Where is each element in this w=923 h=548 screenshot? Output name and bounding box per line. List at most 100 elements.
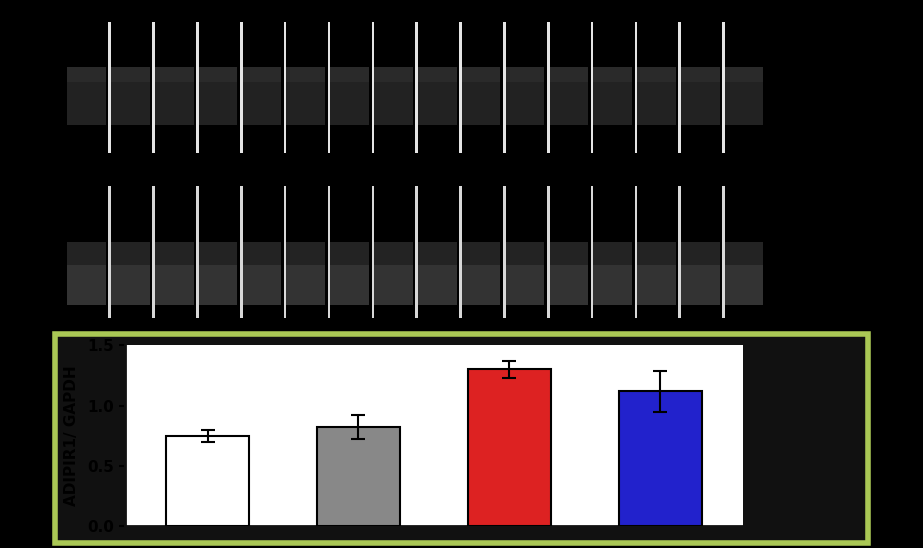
Bar <box>109 22 111 153</box>
Bar <box>240 22 243 153</box>
Bar <box>240 186 243 318</box>
Bar <box>503 22 506 153</box>
Bar <box>722 22 725 153</box>
Bar <box>635 186 637 318</box>
Bar <box>330 82 369 124</box>
Bar <box>681 265 720 305</box>
Bar <box>155 82 194 124</box>
Bar <box>546 22 549 153</box>
Bar <box>198 242 237 265</box>
Bar <box>152 22 155 153</box>
Bar <box>593 265 632 305</box>
Bar <box>374 82 413 124</box>
Bar <box>418 242 457 265</box>
Bar <box>722 186 725 318</box>
Bar <box>286 265 325 305</box>
Bar <box>317 427 400 526</box>
Bar <box>243 265 282 305</box>
Bar <box>243 242 282 265</box>
Bar <box>330 265 369 305</box>
Bar <box>681 67 720 82</box>
Bar <box>374 242 413 265</box>
Bar <box>371 186 374 318</box>
Bar <box>330 242 369 265</box>
Bar <box>503 186 506 318</box>
Bar <box>618 391 701 526</box>
Bar <box>286 67 325 82</box>
Bar <box>468 369 551 526</box>
Bar <box>111 82 150 124</box>
Bar <box>67 242 106 265</box>
Bar <box>418 265 457 305</box>
Bar <box>637 265 676 305</box>
Bar <box>591 22 593 153</box>
Bar <box>155 67 194 82</box>
Bar <box>462 265 500 305</box>
Bar <box>198 265 237 305</box>
Bar <box>155 265 194 305</box>
Bar <box>111 242 150 265</box>
Bar <box>67 265 106 305</box>
Bar <box>725 82 763 124</box>
Bar <box>371 22 374 153</box>
Bar <box>243 82 282 124</box>
Bar <box>196 22 198 153</box>
Bar <box>678 22 681 153</box>
Bar <box>593 82 632 124</box>
Bar <box>725 67 763 82</box>
Bar <box>462 67 500 82</box>
Bar <box>152 186 155 318</box>
Bar <box>111 67 150 82</box>
Bar <box>198 67 237 82</box>
Bar <box>462 82 500 124</box>
Bar <box>506 82 545 124</box>
Bar <box>166 436 249 526</box>
Bar <box>549 82 588 124</box>
Bar <box>418 67 457 82</box>
Bar <box>635 22 637 153</box>
Bar <box>637 242 676 265</box>
Bar <box>418 82 457 124</box>
Bar <box>415 22 418 153</box>
Bar <box>725 242 763 265</box>
FancyBboxPatch shape <box>55 334 868 543</box>
Bar <box>593 67 632 82</box>
Bar <box>546 186 549 318</box>
Bar <box>637 82 676 124</box>
Bar <box>67 82 106 124</box>
Bar <box>111 265 150 305</box>
Bar <box>593 242 632 265</box>
Bar <box>286 82 325 124</box>
Bar <box>681 242 720 265</box>
Bar <box>591 186 593 318</box>
Bar <box>506 265 545 305</box>
Bar <box>328 22 330 153</box>
Bar <box>506 242 545 265</box>
Bar <box>415 186 418 318</box>
Bar <box>725 265 763 305</box>
Bar <box>459 22 462 153</box>
Bar <box>155 242 194 265</box>
Bar <box>330 67 369 82</box>
Bar <box>109 186 111 318</box>
Bar <box>284 186 286 318</box>
Bar <box>374 265 413 305</box>
Bar <box>506 67 545 82</box>
Bar <box>196 186 198 318</box>
Bar <box>328 186 330 318</box>
Bar <box>198 82 237 124</box>
Bar <box>637 67 676 82</box>
Bar <box>549 242 588 265</box>
Bar <box>286 242 325 265</box>
Bar <box>284 22 286 153</box>
Y-axis label: ADIPIR1/ GAPDH: ADIPIR1/ GAPDH <box>64 366 79 506</box>
Bar <box>243 67 282 82</box>
Bar <box>681 82 720 124</box>
Bar <box>462 242 500 265</box>
Bar <box>459 186 462 318</box>
Bar <box>549 265 588 305</box>
Bar <box>549 67 588 82</box>
Bar <box>678 186 681 318</box>
Bar <box>374 67 413 82</box>
Bar <box>67 67 106 82</box>
